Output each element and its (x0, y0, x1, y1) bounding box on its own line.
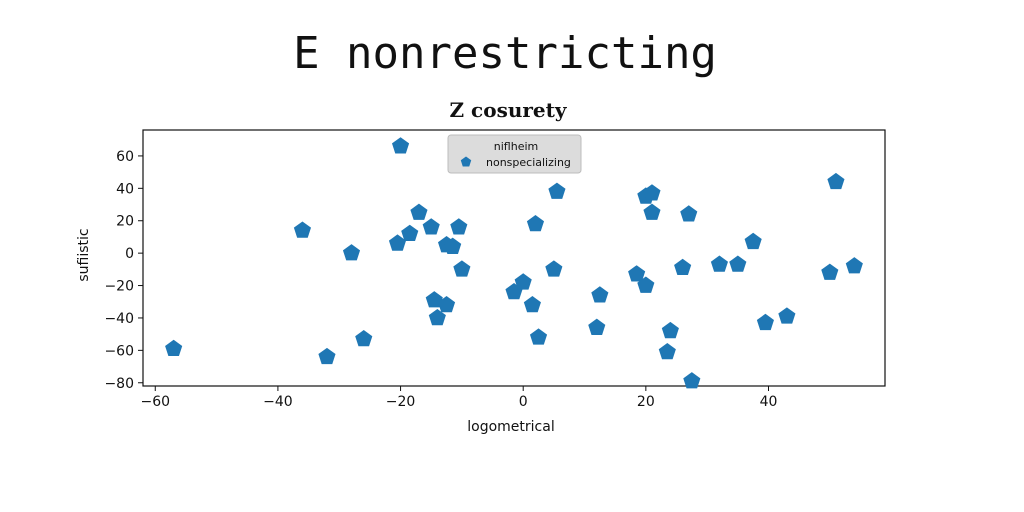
data-point (545, 260, 563, 277)
data-point (342, 244, 361, 261)
data-point (658, 342, 676, 360)
data-point (637, 276, 655, 293)
y-tick-label: −60 (104, 343, 134, 359)
chart-title: Z cosurety (449, 98, 567, 122)
data-point (643, 184, 661, 201)
x-tick-label: −40 (263, 394, 293, 410)
data-point (165, 339, 183, 357)
legend-entry-label: nonspecializing (486, 156, 571, 169)
x-tick-label: −60 (140, 394, 170, 410)
data-points (165, 137, 863, 389)
data-point (453, 260, 471, 277)
y-tick-label: −20 (104, 279, 134, 295)
data-point (444, 237, 462, 254)
legend-box (447, 134, 582, 174)
data-point (628, 265, 646, 282)
data-point (410, 203, 428, 220)
x-axis-label: logometrical (467, 419, 554, 435)
y-tick-label: −40 (104, 311, 134, 327)
data-point (591, 286, 609, 303)
y-tick-label: 20 (116, 214, 134, 230)
data-point (523, 295, 541, 313)
data-point (778, 307, 796, 324)
data-point (680, 205, 698, 222)
y-axis: 60 40 20 0 −20 −40 −60 −80 (104, 149, 143, 392)
legend: niflheim nonspecializing (447, 134, 582, 174)
data-point (661, 321, 679, 339)
data-point (391, 137, 410, 154)
x-tick-label: 20 (637, 394, 655, 410)
y-tick-label: 40 (116, 181, 134, 197)
x-tick-label: 40 (760, 394, 778, 410)
data-point (529, 328, 548, 345)
data-point (388, 234, 407, 251)
legend-title: niflheim (494, 140, 538, 153)
data-point (548, 182, 566, 199)
data-point (355, 330, 373, 347)
data-point (588, 318, 606, 335)
data-point (318, 347, 336, 365)
data-point (710, 255, 728, 272)
data-point (756, 313, 774, 331)
data-point (422, 218, 440, 235)
page-title: E nonrestricting (293, 28, 717, 79)
data-point (293, 221, 311, 238)
data-point (526, 214, 545, 232)
x-axis: −60 −40 −20 0 20 40 (140, 386, 777, 410)
x-tick-label: −20 (386, 394, 416, 410)
data-point (450, 218, 468, 235)
data-point (514, 273, 532, 290)
data-point (674, 258, 692, 275)
data-point (744, 232, 762, 250)
data-point (729, 255, 747, 272)
y-axis-label: sufiistic (76, 228, 92, 281)
data-point (827, 172, 845, 190)
data-point (845, 257, 863, 274)
data-point (643, 203, 661, 220)
y-tick-label: 0 (125, 246, 134, 262)
legend-marker-icon (460, 156, 472, 167)
data-point (437, 295, 456, 313)
data-point (683, 372, 701, 389)
data-point (401, 224, 419, 241)
y-tick-label: 60 (116, 149, 134, 165)
x-tick-label: 0 (519, 394, 528, 410)
y-tick-label: −80 (104, 376, 134, 392)
data-point (428, 308, 446, 326)
data-point (821, 263, 839, 280)
